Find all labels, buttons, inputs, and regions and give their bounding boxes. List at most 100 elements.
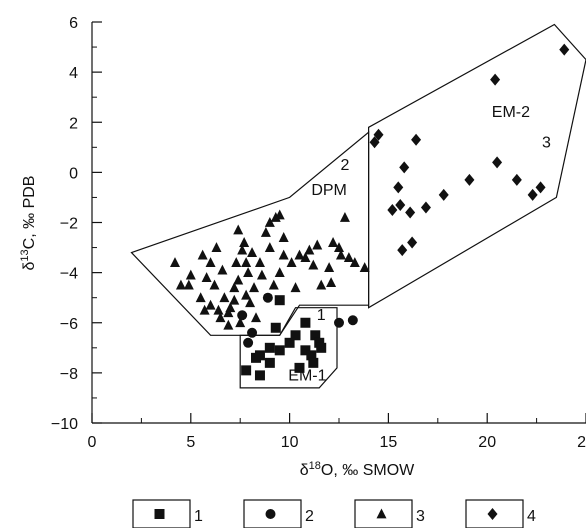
region-polygon-2 bbox=[239, 307, 338, 389]
region-annotations: 2 DPM 1 EM-1 EM-2 3 bbox=[288, 104, 551, 384]
data-point-series-3 bbox=[270, 211, 281, 222]
data-point-series-4 bbox=[559, 43, 570, 56]
y-tick-label: 6 bbox=[69, 15, 78, 32]
data-point-series-1 bbox=[306, 350, 317, 361]
y-tick-label: −8 bbox=[60, 366, 78, 383]
data-point-series-1 bbox=[294, 362, 305, 373]
data-point-series-3 bbox=[241, 257, 252, 267]
data-point-series-3 bbox=[237, 244, 248, 255]
data-point-series-3 bbox=[217, 264, 228, 275]
region-label: 3 bbox=[542, 134, 551, 151]
legend-label-2: 2 bbox=[305, 508, 314, 525]
data-point-series-3 bbox=[201, 272, 212, 283]
region-label: EM-1 bbox=[288, 367, 326, 384]
data-point-series-3 bbox=[300, 252, 311, 262]
data-point-series-4 bbox=[438, 188, 449, 201]
data-point-series-3 bbox=[349, 257, 360, 267]
legend-box-4 bbox=[465, 499, 524, 528]
data-point-series-3 bbox=[243, 267, 254, 278]
data-point-series-3 bbox=[247, 247, 258, 257]
legend-box-1 bbox=[132, 499, 191, 528]
data-point-series-1 bbox=[270, 322, 281, 333]
data-point-series-4 bbox=[399, 161, 410, 174]
data-point-series-1 bbox=[290, 330, 301, 341]
data-point-series-3 bbox=[215, 312, 226, 323]
region-polygon-3 bbox=[368, 23, 586, 309]
data-point-series-3 bbox=[278, 249, 289, 260]
data-point-series-4 bbox=[373, 128, 384, 141]
data-point-series-2 bbox=[347, 315, 358, 326]
data-point-series-3 bbox=[260, 227, 271, 237]
data-point-series-3 bbox=[235, 317, 246, 328]
data-point-series-4 bbox=[420, 201, 431, 214]
data-point-series-1 bbox=[254, 350, 265, 361]
legend-marker-3 bbox=[376, 508, 387, 519]
data-point-series-2 bbox=[247, 327, 258, 338]
legend-marker-1 bbox=[154, 509, 165, 519]
data-point-series-3 bbox=[268, 279, 279, 290]
data-point-series-3 bbox=[169, 257, 180, 267]
data-point-series-3 bbox=[239, 237, 250, 247]
data-point-series-3 bbox=[219, 292, 230, 303]
data-point-series-3 bbox=[324, 262, 335, 273]
data-point-series-3 bbox=[183, 279, 194, 290]
data-point-series-4 bbox=[464, 173, 475, 186]
data-point-series-4 bbox=[369, 136, 380, 149]
data-point-series-3 bbox=[264, 242, 275, 252]
data-point-series-3 bbox=[185, 269, 196, 280]
data-point-series-3 bbox=[223, 307, 234, 318]
data-point-series-1 bbox=[254, 370, 265, 381]
y-tick-label: −2 bbox=[60, 216, 78, 233]
data-point-series-3 bbox=[278, 232, 289, 242]
data-point-series-4 bbox=[395, 198, 406, 211]
legend-marker-2 bbox=[265, 509, 276, 519]
x-tick-label: 0 bbox=[88, 434, 97, 451]
data-point-series-3 bbox=[294, 249, 305, 260]
data-point-series-3 bbox=[328, 237, 339, 247]
data-point-series-3 bbox=[274, 209, 285, 220]
data-point-series-3 bbox=[326, 277, 337, 288]
data-point-series-3 bbox=[209, 279, 220, 290]
region-label: 2 bbox=[340, 157, 349, 174]
data-point-series-4 bbox=[490, 73, 501, 86]
data-point-series-2 bbox=[262, 292, 273, 303]
y-axis-title: δ13C, ‰ PDB bbox=[19, 176, 38, 271]
data-point-series-3 bbox=[197, 249, 208, 260]
data-point-series-3 bbox=[205, 257, 216, 267]
y-tick-label: 2 bbox=[69, 115, 78, 132]
regions bbox=[130, 23, 586, 389]
data-point-series-3 bbox=[343, 252, 354, 262]
data-point-series-3 bbox=[213, 304, 224, 315]
data-point-series-3 bbox=[308, 259, 319, 270]
data-point-series-3 bbox=[205, 299, 216, 310]
data-point-series-1 bbox=[308, 357, 319, 368]
data-point-series-3 bbox=[290, 282, 301, 293]
legend-box-3 bbox=[354, 499, 413, 528]
data-point-series-3 bbox=[233, 224, 244, 235]
x-tick-label: 25 bbox=[577, 434, 586, 451]
data-points bbox=[169, 43, 570, 381]
legend-label-3: 3 bbox=[416, 508, 425, 525]
data-point-series-1 bbox=[310, 330, 321, 341]
data-point-series-4 bbox=[527, 188, 538, 201]
data-point-series-4 bbox=[511, 173, 522, 186]
x-tick-label: 5 bbox=[186, 434, 195, 451]
x-axis-title: δ18O, ‰ SMOW bbox=[300, 460, 415, 479]
data-point-series-3 bbox=[229, 294, 240, 305]
region-label: DPM bbox=[311, 182, 347, 199]
y-tick-label: −4 bbox=[60, 266, 78, 283]
data-point-series-4 bbox=[492, 156, 503, 169]
data-point-series-2 bbox=[237, 310, 248, 321]
data-point-series-3 bbox=[359, 262, 370, 273]
data-point-series-3 bbox=[245, 297, 256, 308]
data-point-series-1 bbox=[274, 345, 285, 356]
data-point-series-4 bbox=[397, 244, 408, 257]
data-point-series-4 bbox=[407, 236, 418, 249]
data-point-series-1 bbox=[274, 295, 285, 306]
region-label: EM-2 bbox=[492, 104, 530, 121]
data-point-series-3 bbox=[256, 269, 267, 280]
data-point-series-1 bbox=[300, 317, 311, 328]
data-point-series-3 bbox=[304, 244, 315, 255]
y-tick-label: −6 bbox=[60, 316, 78, 333]
data-point-series-3 bbox=[251, 312, 262, 323]
